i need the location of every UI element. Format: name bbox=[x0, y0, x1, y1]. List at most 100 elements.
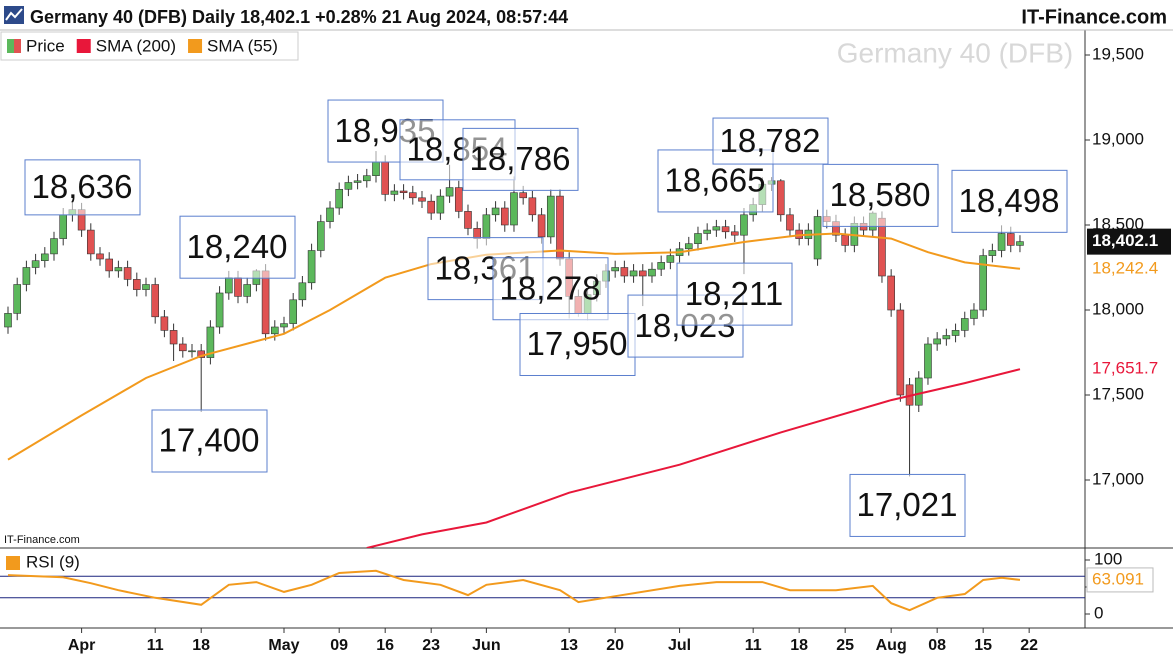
candle-body bbox=[914, 377, 923, 406]
candle-body bbox=[142, 284, 150, 290]
last-value-label: 17,651.7 bbox=[1092, 359, 1158, 378]
legend-swatch bbox=[14, 39, 21, 53]
candle-body bbox=[979, 255, 987, 311]
y-tick-label: 100 bbox=[1094, 549, 1122, 568]
candle-body bbox=[703, 229, 711, 234]
candle-body bbox=[694, 233, 702, 244]
candle-body bbox=[344, 182, 353, 190]
candle-body bbox=[629, 270, 638, 277]
x-tick-label: 11 bbox=[147, 637, 164, 654]
candle-body bbox=[841, 234, 849, 246]
overlay: 17,00017,50018,00018,50019,00019,500Pric… bbox=[6, 36, 1171, 654]
candle-body bbox=[362, 175, 371, 182]
candle-body bbox=[666, 255, 675, 263]
watermark: Germany 40 (DFB) bbox=[837, 37, 1074, 68]
legend-swatch bbox=[7, 39, 14, 53]
candle-body bbox=[289, 299, 297, 324]
candle-body bbox=[712, 226, 721, 231]
candle-body bbox=[721, 226, 730, 233]
last-value-label: 63.091 bbox=[1092, 569, 1144, 588]
candle-body bbox=[390, 190, 399, 195]
candle-body bbox=[657, 262, 665, 270]
legend-label: SMA (200) bbox=[96, 36, 176, 55]
annotation-box bbox=[712, 117, 829, 165]
candle-body bbox=[500, 207, 509, 226]
candle-body bbox=[896, 309, 905, 396]
candle-body bbox=[436, 195, 445, 214]
x-tick-label: 18 bbox=[790, 637, 808, 654]
candle-body bbox=[50, 238, 58, 255]
candle-body bbox=[988, 250, 997, 256]
x-tick-label: 20 bbox=[606, 637, 624, 654]
candle-body bbox=[59, 214, 68, 239]
candle-body bbox=[399, 190, 408, 193]
y-tick-label: 17,500 bbox=[1092, 384, 1144, 403]
candle-body bbox=[31, 260, 40, 268]
candle-body bbox=[970, 309, 978, 319]
candle-body bbox=[96, 253, 104, 260]
candle-body bbox=[813, 216, 822, 260]
annotation-box bbox=[951, 169, 1068, 233]
annotation-label: 18,782 bbox=[720, 122, 821, 159]
y-tick-label: 18,000 bbox=[1092, 299, 1144, 318]
candle-body bbox=[280, 323, 288, 328]
candle-body bbox=[307, 250, 316, 284]
candle-body bbox=[951, 330, 960, 336]
candle-body bbox=[611, 267, 619, 272]
candle-body bbox=[491, 207, 500, 216]
last-value-box bbox=[1086, 567, 1154, 593]
candle-body bbox=[224, 277, 233, 294]
x-tick-label: 23 bbox=[422, 637, 440, 654]
annotation-box bbox=[24, 159, 141, 216]
candle-body bbox=[270, 326, 279, 335]
annotation-label: 18,786 bbox=[470, 140, 571, 177]
candle-body bbox=[620, 267, 629, 277]
candle-body bbox=[261, 270, 270, 335]
annotation-box bbox=[822, 163, 939, 227]
legend-swatch bbox=[188, 39, 203, 53]
candle-body bbox=[372, 161, 380, 176]
annotation-label: 18,240 bbox=[187, 228, 288, 265]
candle-body bbox=[326, 207, 334, 222]
candle-body bbox=[960, 318, 969, 331]
x-tick-label: 16 bbox=[376, 637, 394, 654]
candle-body bbox=[1006, 233, 1015, 246]
candle-body bbox=[169, 330, 178, 345]
annotation-box bbox=[519, 312, 636, 376]
annotation-label: 18,665 bbox=[665, 162, 766, 199]
legend-label: RSI (9) bbox=[26, 552, 80, 571]
candle-body bbox=[353, 180, 362, 183]
annotation-label: 18,580 bbox=[830, 176, 931, 213]
candle-body bbox=[335, 188, 343, 209]
candle-body bbox=[924, 343, 932, 379]
annotation-label: 17,950 bbox=[527, 325, 628, 362]
legend-label: SMA (55) bbox=[207, 36, 278, 55]
candle-body bbox=[13, 284, 22, 314]
y-tick-label: 17,000 bbox=[1092, 469, 1144, 488]
candle-body bbox=[1016, 241, 1024, 246]
candle-body bbox=[215, 292, 224, 328]
candle-body bbox=[776, 180, 785, 216]
candle-body bbox=[206, 326, 215, 358]
line-series bbox=[7, 232, 1021, 461]
x-tick-label: 09 bbox=[330, 637, 348, 654]
candle-body bbox=[887, 275, 895, 311]
candle-body bbox=[445, 187, 454, 197]
candle-body bbox=[114, 267, 123, 272]
x-tick-label: Jul bbox=[668, 637, 691, 654]
logo bbox=[4, 6, 24, 24]
last-value-label: 18,242.4 bbox=[1092, 258, 1158, 277]
x-tick-label: 08 bbox=[928, 637, 946, 654]
candle-body bbox=[123, 267, 132, 280]
y-tick-label: 19,500 bbox=[1092, 44, 1144, 63]
candle-body bbox=[22, 267, 31, 285]
line-series bbox=[366, 368, 1021, 548]
candle-body bbox=[786, 214, 794, 231]
candle-body bbox=[546, 195, 555, 238]
candle-body bbox=[418, 197, 426, 202]
candle-body bbox=[298, 282, 307, 301]
x-tick-label: May bbox=[268, 637, 299, 654]
annotation-box bbox=[492, 257, 609, 321]
annotation-label: 18,211 bbox=[685, 275, 783, 312]
